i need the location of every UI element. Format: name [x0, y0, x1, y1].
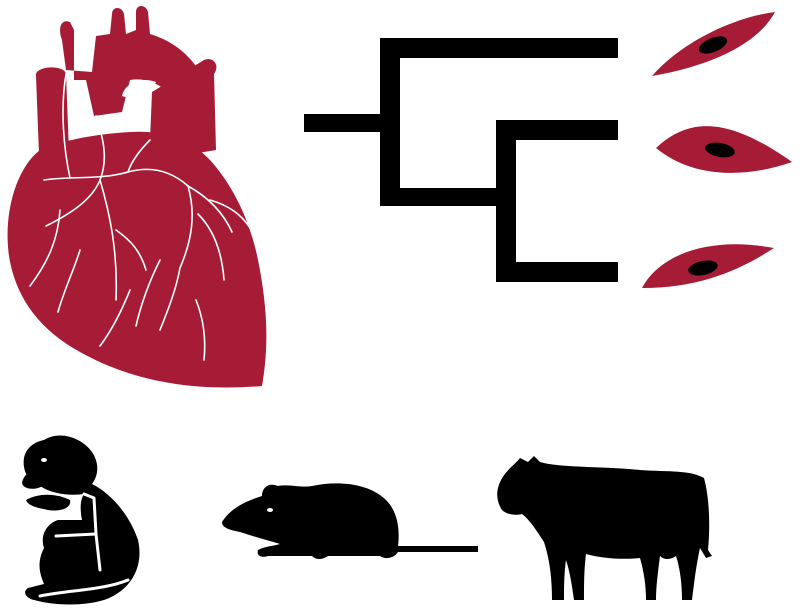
heart-vessel-lines	[29, 73, 251, 361]
heart-aorta-highlight	[122, 79, 156, 104]
cow-icon	[497, 456, 712, 600]
tree-branch-bottom	[496, 262, 618, 282]
cardiomyocyte-icon-bottom	[642, 244, 774, 288]
tree-trunk-vertical	[380, 38, 400, 206]
tree-root-branch	[304, 114, 394, 132]
monkey-icon	[22, 435, 140, 605]
cardiomyocyte-icon-middle	[656, 126, 792, 173]
heart-icon	[7, 6, 267, 388]
mouse-icon	[222, 483, 478, 559]
tree-branch-mid-link	[380, 188, 510, 206]
tree-sub-vertical	[496, 120, 516, 282]
heart-pulmonary-artery	[150, 59, 217, 156]
tree-branch-middle	[496, 120, 618, 140]
cardiomyocyte-icon-top	[652, 12, 775, 76]
phylogenetic-tree-icon	[304, 38, 618, 282]
tree-branch-top	[380, 38, 618, 58]
